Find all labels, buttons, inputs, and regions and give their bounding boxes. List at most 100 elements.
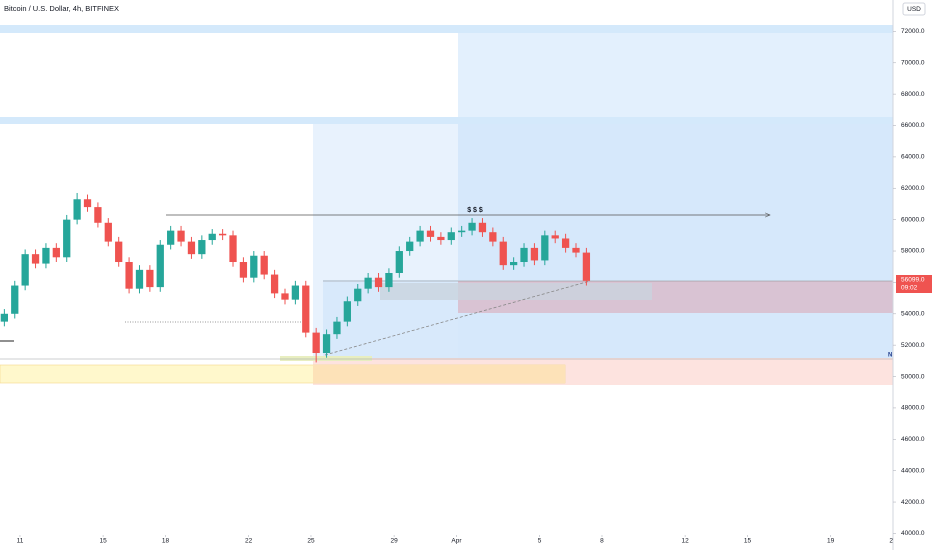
candle-body bbox=[530, 247, 539, 261]
x-tick-label: 12 bbox=[682, 538, 690, 545]
candle-body bbox=[458, 230, 466, 233]
candle-body bbox=[291, 285, 300, 300]
x-tick-label: 15 bbox=[744, 538, 752, 545]
x-tick-label: 18 bbox=[162, 538, 170, 545]
zone bbox=[313, 365, 565, 383]
y-tick-label: 60000.0 bbox=[901, 216, 925, 223]
candle-body bbox=[520, 247, 528, 263]
x-tick-label: 5 bbox=[538, 538, 542, 545]
candle-body bbox=[343, 301, 351, 322]
y-tick-label: 72000.0 bbox=[901, 28, 925, 35]
marker: N bbox=[888, 353, 892, 359]
y-tick-label: 62000.0 bbox=[901, 185, 925, 192]
candle-body bbox=[582, 252, 591, 281]
x-tick-label: 25 bbox=[307, 538, 315, 545]
candle-body bbox=[42, 247, 50, 264]
candle-body bbox=[218, 233, 227, 236]
candle-body bbox=[510, 262, 518, 266]
candle-body bbox=[115, 241, 123, 263]
candle-body bbox=[229, 235, 237, 263]
countdown: 09:02 bbox=[901, 285, 918, 292]
zone bbox=[0, 117, 893, 124]
candle-body bbox=[250, 255, 258, 278]
candle-body bbox=[374, 277, 383, 288]
y-tick-label: 44000.0 bbox=[901, 467, 925, 474]
candle-body bbox=[177, 230, 185, 242]
drawings: $ $ $ N bbox=[0, 25, 893, 385]
x-tick-label: 22 bbox=[889, 538, 897, 545]
x-tick-label: 22 bbox=[245, 538, 253, 545]
candle-body bbox=[416, 230, 424, 242]
candle-body bbox=[281, 293, 289, 300]
candle-body bbox=[385, 272, 393, 288]
candle-body bbox=[125, 262, 133, 289]
zone bbox=[458, 33, 893, 117]
candle-body bbox=[31, 254, 40, 264]
y-tick-label: 42000.0 bbox=[901, 499, 925, 506]
plot: 11 15 18 22 25 29 Apr 5 8 12 15 19 22 bbox=[0, 192, 897, 545]
candle-body bbox=[83, 199, 92, 208]
y-tick-label: 58000.0 bbox=[901, 248, 925, 255]
candle-body bbox=[63, 219, 71, 258]
candle-body bbox=[364, 277, 372, 289]
trend-line bbox=[324, 280, 591, 356]
y-tick-label: 54000.0 bbox=[901, 311, 925, 318]
candle-body bbox=[312, 332, 320, 354]
y-tick-label: 48000.0 bbox=[901, 405, 925, 412]
candle-body bbox=[406, 241, 414, 252]
candle-body bbox=[468, 222, 476, 231]
price-label bbox=[896, 275, 932, 293]
zone bbox=[380, 283, 652, 300]
candle-body bbox=[0, 313, 9, 322]
candle-body bbox=[73, 199, 81, 220]
candle-body bbox=[198, 240, 206, 255]
x-tick-label: 8 bbox=[600, 538, 604, 545]
currency[interactable]: USD bbox=[907, 6, 921, 13]
zone bbox=[458, 124, 893, 358]
candle-body bbox=[551, 235, 559, 239]
zone bbox=[280, 356, 372, 361]
candle-body bbox=[135, 269, 144, 289]
y-axis: 40000.0 42000.0 44000.0 46000.0 48000.0 50000… bbox=[893, 28, 925, 537]
candle-body bbox=[156, 244, 164, 288]
candle-body bbox=[146, 269, 154, 288]
candle-body bbox=[302, 285, 310, 333]
candle-body bbox=[499, 241, 507, 266]
y-tick-label: 40000.0 bbox=[901, 530, 925, 537]
x-tick-label: 15 bbox=[99, 538, 107, 545]
candle-body bbox=[333, 321, 341, 335]
y-tick-label: 50000.0 bbox=[901, 373, 925, 380]
y-tick-label: 64000.0 bbox=[901, 154, 925, 161]
annotation: $ $ $ bbox=[467, 207, 483, 214]
y-tick-label: 66000.0 bbox=[901, 122, 925, 129]
x-tick-label: 11 bbox=[17, 538, 24, 545]
candle-body bbox=[21, 254, 29, 286]
candle-body bbox=[94, 207, 102, 223]
candle-body bbox=[354, 288, 362, 302]
candle-body bbox=[447, 232, 455, 241]
candle-body bbox=[489, 232, 497, 242]
candle-body bbox=[478, 222, 487, 233]
candle-body bbox=[322, 334, 331, 354]
candle-body bbox=[187, 241, 196, 255]
candle-body bbox=[270, 274, 279, 294]
candle-body bbox=[395, 251, 403, 273]
currency-button[interactable] bbox=[902, 2, 926, 16]
candle-body bbox=[437, 236, 445, 241]
zone bbox=[0, 25, 893, 33]
y-tick-label: 70000.0 bbox=[901, 59, 925, 66]
candle-body bbox=[104, 222, 112, 242]
chart-title: Bitcoin / U.S. Dollar, 4h, BITFINEX bbox=[4, 4, 119, 13]
candle-body bbox=[11, 285, 19, 314]
candle-body bbox=[52, 247, 60, 258]
candle-body bbox=[167, 230, 175, 245]
x-tick-label: 29 bbox=[391, 538, 399, 545]
y-tick-label: 52000.0 bbox=[901, 342, 925, 349]
candle-body bbox=[426, 230, 435, 237]
candle-body bbox=[208, 233, 216, 241]
candle-body bbox=[572, 247, 580, 253]
candle-body bbox=[260, 255, 268, 275]
y-tick-label: 68000.0 bbox=[901, 91, 925, 98]
